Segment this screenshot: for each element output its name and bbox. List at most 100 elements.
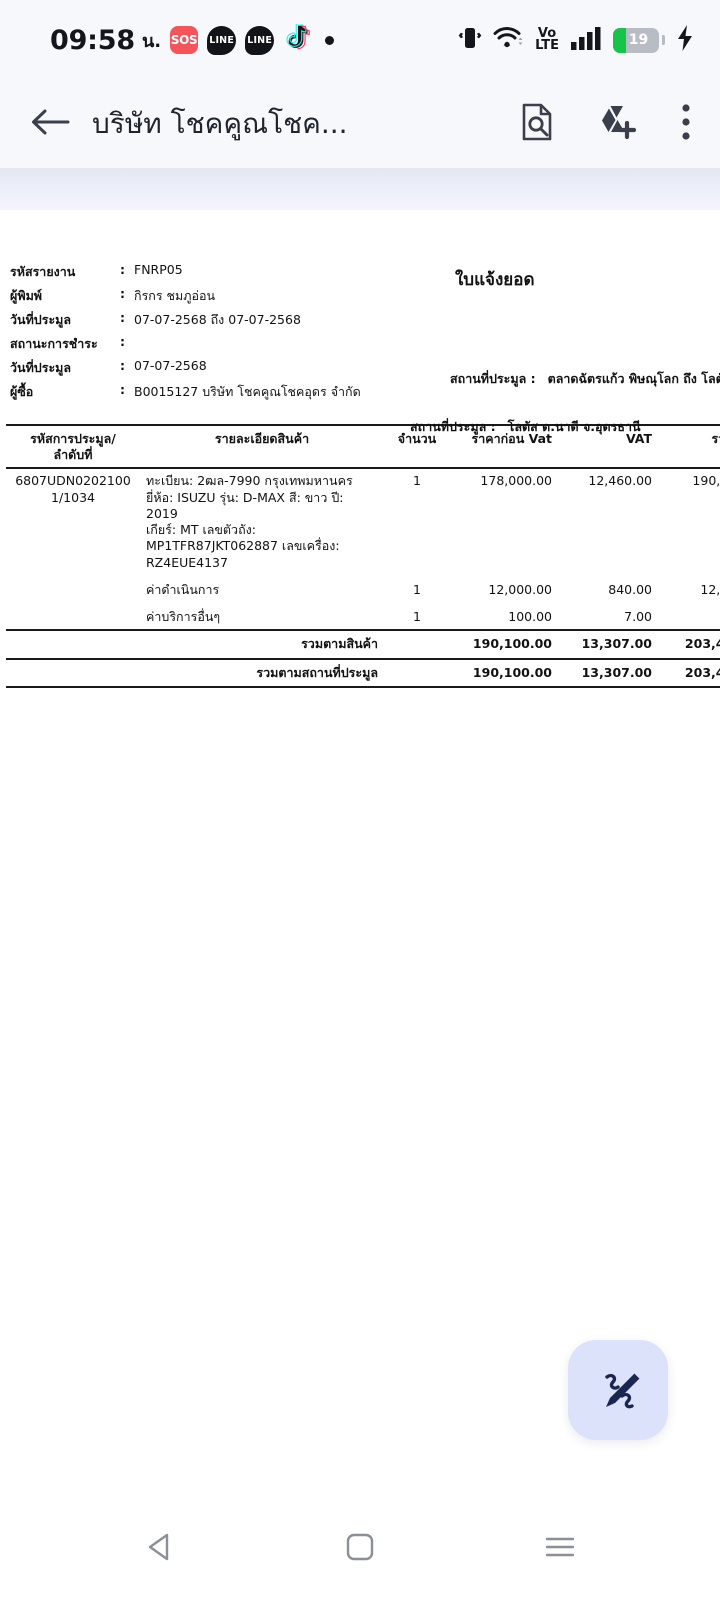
add-to-drive-icon[interactable] bbox=[596, 103, 638, 145]
column-header-price: ราคาก่อน Vat bbox=[450, 423, 558, 470]
summary-spacer bbox=[6, 657, 140, 688]
cell-code: 6807UDN0202100 1/1034 bbox=[6, 468, 140, 575]
cell-code-line1: 6807UDN0202100 bbox=[15, 473, 131, 489]
app-bar: บริษัท โชคคูณโชค... bbox=[0, 80, 720, 168]
summary-vat: 13,307.00 bbox=[558, 657, 658, 688]
meta-value: ตลาดฉัตรแก้ว พิษณุโลก ถึง โลตัส ด bbox=[547, 371, 720, 386]
document-page[interactable]: ใบแจ้งยอด รหัสรายงาน : FNRP05 ผู้พิมพ์ :… bbox=[0, 210, 720, 1474]
cell-code bbox=[6, 575, 140, 602]
status-bar-left: 09:58 น. SOS LINE LINE bbox=[50, 22, 335, 57]
summary-total: 203,407.00 bbox=[658, 657, 720, 688]
volte-label-top: Vo bbox=[537, 25, 557, 41]
notification-dot-icon bbox=[325, 35, 335, 45]
cell-total: 107.00 bbox=[658, 602, 720, 630]
meta-colon: : bbox=[120, 334, 125, 349]
cell-total: 12,840.00 bbox=[700, 581, 720, 597]
annotate-fab[interactable] bbox=[568, 1340, 668, 1440]
meta-colon: : bbox=[120, 382, 125, 397]
cell-price: 12,000.00 bbox=[488, 581, 552, 597]
meta-colon: : bbox=[120, 310, 125, 325]
meta-label: สถานที่ประมูล : bbox=[410, 419, 496, 434]
app-bar-actions bbox=[520, 103, 692, 145]
meta-value: กิรกร ชมภูอ่อน bbox=[134, 288, 216, 303]
cell-vat: 7.00 bbox=[624, 609, 652, 624]
charging-icon bbox=[676, 24, 694, 56]
volte-icon: Vo LTE bbox=[535, 25, 559, 53]
clock-time: 09:58 bbox=[50, 24, 135, 56]
more-options-icon[interactable] bbox=[680, 103, 692, 145]
vibrate-icon bbox=[458, 24, 482, 56]
line-icon-2: LINE bbox=[245, 25, 275, 55]
meta-label: สถานที่ประมูล : bbox=[450, 371, 536, 386]
meta-row-right: สถานที่ประมูล : โลตัส ด.นาดี จ.อุดรธานี bbox=[410, 417, 641, 437]
system-navigation-bar bbox=[0, 1490, 720, 1604]
battery-level-label: 19 bbox=[628, 32, 649, 48]
clock-unit: น. bbox=[141, 30, 162, 52]
meta-row: ผู้พิมพ์ : กิรกร ชมภูอ่อน bbox=[10, 286, 720, 310]
cell-price: 100.00 bbox=[508, 609, 552, 624]
cell-detail: ค่าบริการอื่นๆ bbox=[146, 609, 221, 624]
nav-recents-icon[interactable] bbox=[518, 1505, 602, 1589]
detail-line: ทะเบียน: 2ฒล-7990 กรุงเทพมหานคร bbox=[146, 473, 353, 489]
meta-value: FNRP05 bbox=[134, 262, 183, 277]
meta-label: วันที่ประมูล bbox=[10, 312, 72, 327]
meta-colon: : bbox=[120, 286, 125, 301]
summary-price: 190,100.00 bbox=[450, 657, 558, 688]
meta-row-right: สถานที่ประมูล : ตลาดฉัตรแก้ว พิษณุโลก ถึ… bbox=[450, 369, 720, 389]
items-table: รหัสการประมูล/ ลำดับที่ รายละเอียดสินค้า… bbox=[6, 423, 720, 688]
sos-icon: SOS bbox=[170, 26, 199, 54]
table-row: 6807UDN0202100 1/1034 ทะเบียน: 2ฒล-7990 … bbox=[6, 468, 720, 575]
cell-total: 190,460.00 bbox=[692, 473, 720, 489]
cell-qty: 1 bbox=[413, 609, 421, 624]
wifi-icon bbox=[493, 25, 524, 55]
meta-value: โลตัส ด.นาดี จ.อุดรธานี bbox=[507, 419, 641, 434]
meta-label: วันที่ประมูล bbox=[10, 360, 72, 375]
meta-row: วันที่ประมูล : 07-07-2568 ถึง 07-07-2568 bbox=[10, 310, 720, 334]
column-header-total: รวมทั้งสิ้น bbox=[658, 423, 720, 470]
nav-home-icon[interactable] bbox=[318, 1505, 402, 1589]
meta-row: สถานะการชำระ : bbox=[10, 334, 720, 358]
meta-value: 07-07-2568 bbox=[134, 358, 207, 373]
summary-qty bbox=[384, 657, 450, 688]
cell-qty: 1 bbox=[413, 473, 421, 489]
items-table-head: รหัสการประมูล/ ลำดับที่ รายละเอียดสินค้า… bbox=[6, 423, 720, 470]
items-table-body: 6807UDN0202100 1/1034 ทะเบียน: 2ฒล-7990 … bbox=[6, 468, 720, 688]
cell-code bbox=[6, 602, 140, 630]
document-meta: รหัสรายงาน : FNRP05 ผู้พิมพ์ : กิรกร ชมภ… bbox=[10, 262, 720, 434]
items-table-wrapper: รหัสการประมูล/ ลำดับที่ รายละเอียดสินค้า… bbox=[0, 423, 720, 688]
summary-row-location: รวมตามสถานที่ประมูล 190,100.00 13,307.00… bbox=[6, 657, 720, 688]
back-button[interactable] bbox=[30, 105, 70, 143]
table-header-row: รหัสการประมูล/ ลำดับที่ รายละเอียดสินค้า… bbox=[6, 423, 720, 470]
find-in-document-icon[interactable] bbox=[520, 103, 554, 145]
meta-value: 07-07-2568 ถึง 07-07-2568 bbox=[134, 312, 301, 327]
cell-code-line2: 1/1034 bbox=[51, 489, 95, 505]
meta-label: ผู้ซื้อ bbox=[10, 384, 34, 399]
line-icon-1: LINE bbox=[207, 25, 237, 55]
status-bar-right: Vo LTE 19 bbox=[458, 24, 694, 56]
meta-row: วันที่ประมูล : 07-07-2568 bbox=[10, 358, 720, 382]
summary-price: 190,100.00 bbox=[450, 629, 558, 659]
summary-label: รวมตามสินค้า bbox=[140, 629, 384, 659]
detail-line: RZ4EUE4137 bbox=[146, 554, 228, 570]
table-row: ค่าบริการอื่นๆ 1 100.00 7.00 107.00 bbox=[6, 602, 720, 630]
column-header-code-line2: ลำดับที่ bbox=[53, 446, 93, 462]
table-row: ค่าดำเนินการ 1 12,000.00 840.00 12,840.0… bbox=[6, 575, 720, 602]
cell-detail: ค่าดำเนินการ bbox=[146, 581, 220, 597]
cell-price: 178,000.00 bbox=[480, 473, 552, 489]
page-separator bbox=[0, 168, 720, 210]
summary-total: 203,407.00 bbox=[658, 629, 720, 659]
cell-vat: 840.00 bbox=[608, 581, 652, 597]
summary-qty bbox=[384, 629, 450, 659]
summary-vat: 13,307.00 bbox=[558, 629, 658, 659]
meta-row: รหัสรายงาน : FNRP05 bbox=[10, 262, 720, 286]
cell-detail: ทะเบียน: 2ฒล-7990 กรุงเทพมหานคร ยี่ห้อ: … bbox=[140, 468, 384, 575]
meta-colon: : bbox=[120, 358, 125, 373]
annotate-pen-icon bbox=[605, 1372, 641, 1409]
nav-back-icon[interactable] bbox=[118, 1505, 202, 1589]
meta-colon: : bbox=[120, 262, 125, 277]
column-header-code: รหัสการประมูล/ ลำดับที่ bbox=[6, 423, 140, 470]
meta-row: ผู้ซื้อ : B0015127 บริษัท โชคคูณโชคอุดร … bbox=[10, 382, 720, 406]
meta-value: B0015127 บริษัท โชคคูณโชคอุดร จำกัด bbox=[134, 384, 361, 399]
summary-spacer bbox=[6, 629, 140, 659]
summary-label: รวมตามสถานที่ประมูล bbox=[140, 657, 384, 688]
